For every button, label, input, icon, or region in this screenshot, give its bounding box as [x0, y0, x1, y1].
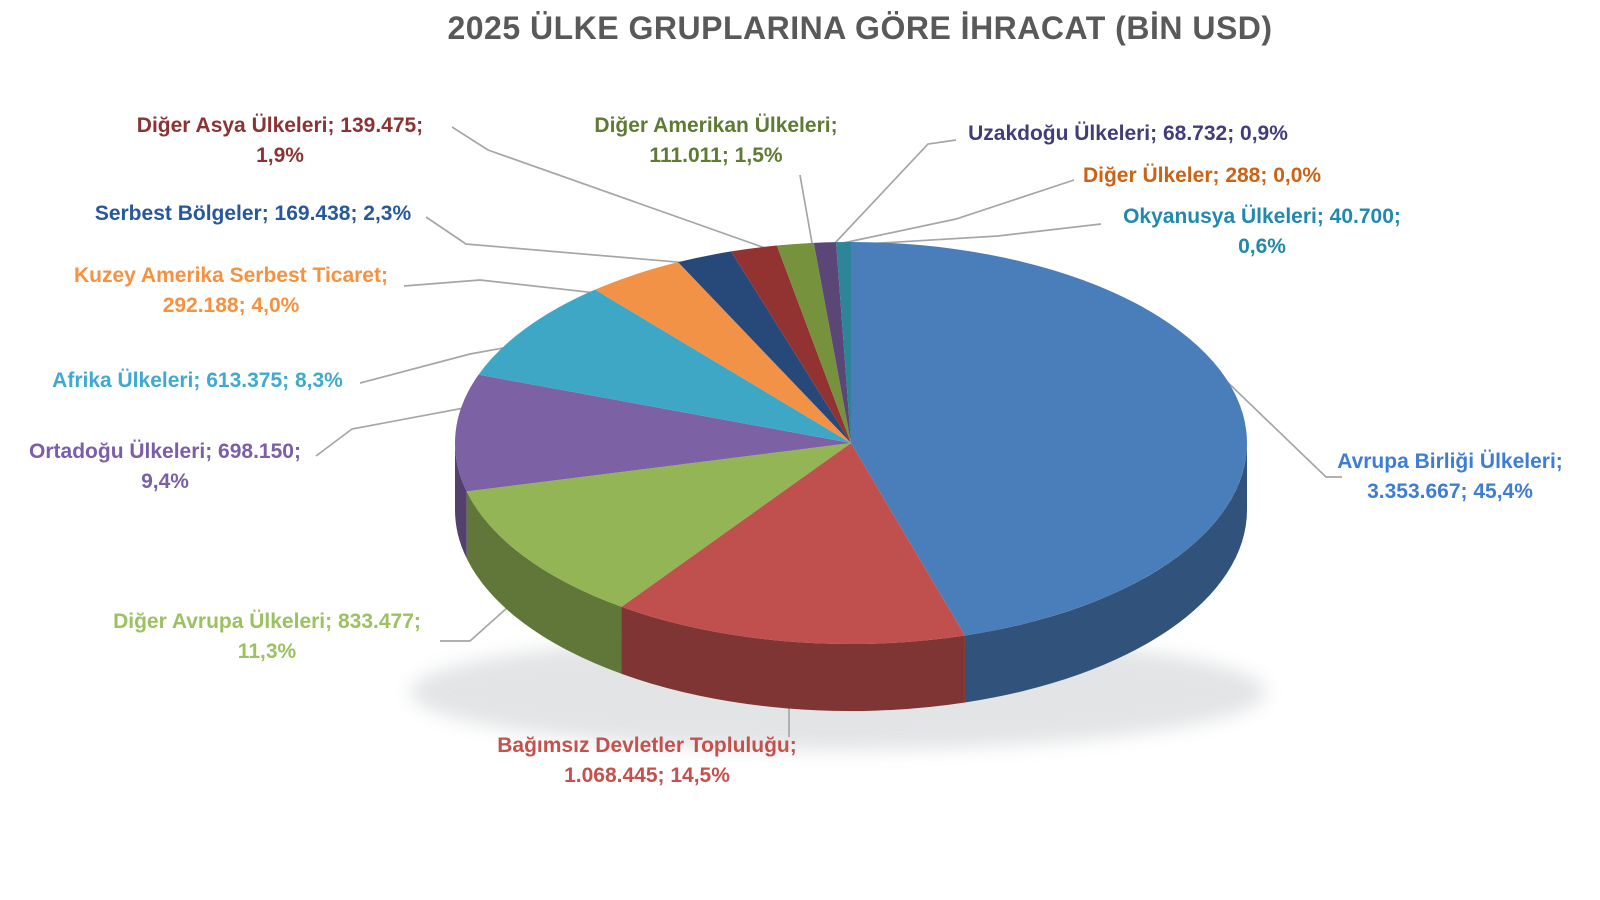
pie-slice-side-ortadogu-ulkeleri	[455, 443, 467, 559]
label-kuzey-amerika-serbest-ticaret: Kuzey Amerika Serbest Ticaret; 292.188; …	[74, 264, 388, 317]
pie-slice-side-diger-avrupa-ulkeleri	[466, 491, 622, 674]
pie-slice-ortadogu-ulkeleri	[455, 374, 851, 492]
label-diger-avrupa-ulkeleri: Diğer Avrupa Ülkeleri; 833.477; 11,3%	[113, 610, 421, 663]
leader-line-diger-ulkeler	[842, 179, 1075, 244]
pie-slice-side-avrupa-birligi-ulkeleri	[964, 443, 1247, 703]
leader-line-diger-asya	[451, 126, 769, 250]
pie-slice-bagimsiz-devletler-toplulugu	[621, 443, 965, 644]
pie-slice-avrupa-birligi-ulkeleri	[851, 242, 1248, 636]
label-okyanusya-ulkeleri: Okyanusya Ülkeleri; 40.700; 0,6%	[1123, 205, 1401, 258]
pie-slice-side-bagimsiz-devletler-toplulugu	[621, 606, 965, 711]
label-ortadogu-ulkeleri: Ortadoğu Ülkeleri; 698.150; 9,4%	[29, 440, 301, 493]
pie-slice-diger-asya-ulkeleri	[731, 245, 851, 443]
leader-line-ortadogu	[315, 404, 481, 457]
label-serbest-bolgeler: Serbest Bölgeler; 169.438; 2,3%	[94, 202, 412, 225]
pie-slices	[455, 242, 1248, 644]
pie-3d-sides	[455, 443, 1247, 711]
leader-line-serbest-bolgeler	[425, 216, 701, 265]
pie-slice-kuzey-amerika-serbest-ticaret	[594, 262, 851, 443]
pie-slice-diger-amerikan-ulkeleri	[776, 242, 851, 443]
pie-slice-afrika-ulkeleri	[478, 289, 851, 443]
pie-slice-okyanusya-ulkeleri	[836, 242, 851, 443]
leader-line-diger-amerikan	[799, 174, 813, 244]
label-diger-asya-ulkeleri: Diğer Asya Ülkeleri; 139.475; 1,9%	[136, 114, 424, 167]
leader-lines	[315, 126, 1342, 737]
label-afrika-ulkeleri: Afrika Ülkeleri; 613.375; 8,3%	[52, 369, 343, 392]
pie-slice-diger-avrupa-ulkeleri	[466, 443, 851, 607]
label-bagimsiz-devletler-toplulugu: Bağımsız Devletler Topluluğu; 1.068.445;…	[497, 734, 797, 787]
leader-line-avrupa-birligi	[1217, 372, 1342, 478]
leader-line-uzakdogu	[834, 139, 957, 244]
pie-slice-serbest-bolgeler	[678, 251, 851, 443]
label-diger-amerikan-ulkeleri: Diğer Amerikan Ülkeleri; 111.011; 1,5%	[594, 114, 838, 167]
pie-slice-uzakdogu-ulkeleri	[813, 242, 851, 443]
label-diger-ulkeler: Diğer Ülkeler; 288; 0,0%	[1082, 164, 1322, 187]
leader-line-okyanusya	[847, 223, 1102, 246]
label-avrupa-birligi-ulkeleri: Avrupa Birliği Ülkeleri; 3.353.667; 45,4…	[1337, 450, 1563, 503]
label-uzakdogu-ulkeleri: Uzakdoğu Ülkeleri; 68.732; 0,9%	[968, 122, 1288, 145]
chart-title: 2025 ÜLKE GRUPLARINA GÖRE İHRACAT (BİN U…	[447, 10, 1273, 46]
